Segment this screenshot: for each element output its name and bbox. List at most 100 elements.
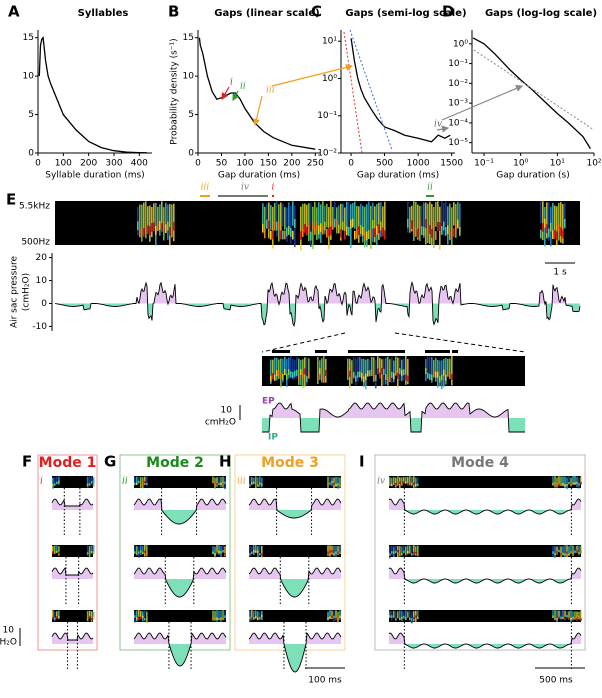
chart-title: Syllables [78, 8, 129, 19]
spectrogram-band [356, 206, 358, 238]
spectrogram-band [212, 480, 214, 484]
spectrogram-band [560, 483, 562, 487]
spectrogram-band [274, 221, 276, 231]
spectrogram-band [399, 617, 401, 621]
spectrogram-band [367, 358, 369, 375]
data-line [38, 36, 147, 154]
spectrogram-band [401, 553, 403, 556]
spectrogram-band [377, 368, 379, 375]
spectrogram-band [222, 610, 224, 621]
spectrogram-band [389, 477, 391, 486]
spectrogram-band [397, 372, 399, 379]
spectrogram-band [259, 545, 261, 553]
spectrogram-band [542, 222, 544, 232]
spectrogram-band [146, 476, 148, 483]
spectrogram-band [143, 202, 145, 233]
inspiratory-area [134, 510, 226, 524]
spectrogram-band [134, 615, 136, 618]
spectrogram-band [417, 610, 419, 619]
spectrogram-band [335, 483, 337, 487]
spectrogram-band [142, 615, 144, 619]
spectrogram-band [445, 374, 447, 381]
spectrogram-band [455, 203, 457, 238]
spectrogram-band [407, 201, 409, 233]
spectrogram-band [427, 372, 429, 379]
spectrogram-band [304, 223, 306, 233]
y-tick-label: 10⁻² [448, 79, 468, 89]
spectrogram-band [572, 476, 574, 483]
spectrogram-band [409, 551, 411, 554]
data-line [350, 38, 451, 143]
spectrogram-band [249, 610, 251, 622]
spectrogram-band [417, 616, 419, 620]
spectrogram-band [413, 611, 415, 622]
spectrogram [52, 545, 93, 557]
spectrogram-band [86, 552, 89, 555]
spectrogram-band [218, 545, 220, 555]
y-axis-label: Probability density (s⁻¹) [170, 38, 180, 144]
spectrogram-band [578, 477, 580, 489]
spectrogram-band [362, 226, 364, 236]
spectrogram-band [403, 615, 405, 619]
spectrogram-band [399, 481, 401, 485]
spectrogram-band [282, 204, 284, 227]
spectrogram-band [409, 481, 411, 485]
spectrogram-band [318, 202, 320, 239]
spectrogram-band [373, 357, 375, 382]
y-tick-label: 10⁻² [317, 149, 337, 159]
spectrogram-band [310, 231, 312, 241]
spectrogram-band [384, 230, 386, 240]
spectrogram-band [134, 482, 136, 486]
spectrogram-band [282, 373, 284, 380]
spectrogram-band [340, 203, 342, 241]
mode-title: Mode 4 [451, 455, 509, 471]
spectrogram-band [556, 546, 558, 555]
arrow [232, 90, 240, 102]
spectrogram-band [306, 357, 308, 386]
spectrogram-band [264, 229, 266, 239]
spectrogram-band [558, 616, 560, 619]
spectrogram-band [54, 550, 56, 554]
spectrogram-band [88, 616, 91, 619]
spectrogram-band [136, 482, 138, 485]
spectrogram-band [572, 552, 574, 555]
spectrogram-band [155, 202, 157, 246]
spectrogram-band [407, 545, 409, 555]
x-tick-label: 10⁻¹ [474, 159, 494, 169]
spectrogram-band [261, 483, 263, 486]
spectrogram-band [249, 476, 251, 486]
spectrogram-band [429, 201, 431, 244]
spectrogram-band [568, 611, 570, 619]
spectrogram-band [169, 226, 171, 236]
spectrogram-band [435, 202, 437, 227]
spectrogram-band [262, 223, 264, 233]
spectrogram-band [56, 611, 58, 619]
spectrogram-band [146, 617, 148, 621]
spectrogram-band [580, 550, 582, 554]
spectrogram-band [134, 551, 136, 554]
spectrogram-band [261, 545, 263, 558]
spectrogram-band [276, 370, 278, 377]
spectrogram-band [449, 231, 451, 241]
spectrogram-band [165, 202, 167, 233]
spectrogram-band [558, 549, 560, 553]
spectrogram-band [439, 376, 441, 383]
spectrogram-band [308, 224, 310, 233]
spectrogram-band [395, 477, 397, 488]
spectrogram-band [377, 356, 379, 375]
spectrogram-band [328, 227, 330, 237]
spectrogram-band [376, 226, 378, 235]
spectrogram-band [327, 611, 329, 621]
spectrogram-band [419, 219, 421, 229]
x-tick-label: 150 [260, 159, 277, 169]
spectrogram-band [337, 611, 339, 623]
spectrogram-band [580, 618, 582, 621]
spectrogram-band [333, 615, 335, 619]
pressure-trace [51, 567, 94, 576]
spectrogram-band [336, 207, 338, 234]
spectrogram-band [136, 476, 138, 484]
spectrogram-band [552, 230, 554, 240]
spectrogram-band [218, 550, 220, 554]
spectrogram-band [570, 545, 572, 552]
